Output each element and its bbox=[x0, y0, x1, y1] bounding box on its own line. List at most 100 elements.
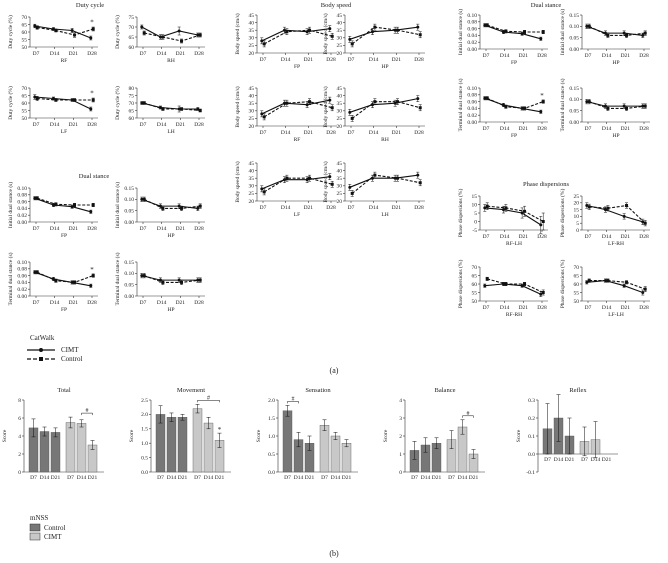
data-point-control bbox=[523, 209, 527, 213]
x-tick-label: D7 bbox=[483, 126, 490, 132]
x-tick-label: D14 bbox=[602, 53, 612, 59]
bar-control bbox=[282, 410, 293, 473]
x-axis-label: RF-RH bbox=[506, 312, 522, 318]
x-tick-label: D7 bbox=[260, 130, 267, 136]
series-line-cimt bbox=[34, 25, 92, 39]
catwalk-legend: CatWalk CIMT Control bbox=[27, 334, 82, 363]
x-axis-label: LF-LH bbox=[608, 312, 624, 318]
series-line-control bbox=[589, 280, 646, 290]
series-line-cimt bbox=[484, 24, 541, 40]
data-point-cimt bbox=[483, 23, 487, 27]
x-tick-label: D21 bbox=[304, 205, 314, 211]
series-line-cimt bbox=[261, 99, 330, 115]
y-axis-label: Duty cycle (%) bbox=[7, 15, 14, 49]
significance-star: * bbox=[540, 92, 544, 100]
series-line-cimt bbox=[349, 174, 418, 188]
data-point-control bbox=[180, 107, 184, 111]
y-tick-label: 20 bbox=[249, 124, 255, 130]
data-point-cimt bbox=[603, 31, 607, 35]
x-tick-label: D7 bbox=[33, 300, 40, 306]
x-axis-label: LF bbox=[61, 129, 67, 135]
x-tick-label: D14 bbox=[157, 300, 167, 306]
x-tick-label: D21 bbox=[176, 300, 186, 306]
section-title-body-speed: Body speed bbox=[321, 2, 352, 9]
y-tick-label: 20 bbox=[249, 199, 255, 205]
y-tick-label: 0.5 bbox=[268, 452, 275, 458]
y-tick-label: 0.10 bbox=[569, 97, 579, 103]
bar-cimt bbox=[319, 425, 330, 473]
data-point-cimt bbox=[348, 37, 352, 41]
data-point-control bbox=[262, 42, 266, 46]
x-tick-label: D21 bbox=[342, 475, 352, 481]
data-point-control bbox=[396, 28, 400, 32]
chart-title: Balance bbox=[435, 387, 456, 394]
x-tick-label: D21 bbox=[176, 122, 186, 128]
data-point-control bbox=[180, 280, 184, 284]
data-point-cimt bbox=[51, 203, 55, 207]
x-tick-label: D21 bbox=[621, 126, 631, 132]
y-tick-label: 0.00 bbox=[17, 294, 27, 300]
data-point-control bbox=[308, 176, 312, 180]
y-axis-label: Score bbox=[516, 429, 522, 442]
y-axis-label: Body speed (cm/s) bbox=[234, 161, 241, 202]
x-tick-label: D7 bbox=[140, 226, 147, 232]
x-axis-label: FP bbox=[61, 233, 67, 239]
x-axis-label: HP bbox=[612, 60, 619, 66]
data-point-cimt bbox=[140, 25, 144, 29]
y-tick-label: 5 bbox=[576, 221, 579, 227]
y-tick-label: 65 bbox=[129, 35, 135, 41]
data-point-control bbox=[504, 29, 508, 33]
y-tick-label: 0.06 bbox=[467, 26, 477, 32]
x-tick-label: D7 bbox=[33, 122, 40, 128]
y-tick-label: 0.04 bbox=[17, 280, 27, 286]
x-tick-label: D21 bbox=[621, 53, 631, 59]
data-point-control bbox=[198, 33, 202, 37]
x-tick-label: D21 bbox=[88, 475, 98, 481]
x-tick-label: D28 bbox=[414, 57, 424, 63]
y-axis-label: Initial dual stance (s) bbox=[114, 182, 121, 228]
data-point-cimt bbox=[585, 204, 589, 208]
x-tick-label: D7 bbox=[140, 122, 147, 128]
x-tick-label: D28 bbox=[87, 51, 97, 57]
data-point-cimt bbox=[158, 204, 162, 208]
bar-cimt bbox=[203, 422, 214, 473]
y-axis-label: Terminal dual stance (s) bbox=[457, 78, 464, 131]
series-line-cimt bbox=[34, 197, 91, 213]
y-tick-label: 0.06 bbox=[467, 99, 477, 105]
y-tick-label: 0.08 bbox=[467, 93, 477, 99]
x-tick-label: D28 bbox=[639, 234, 649, 240]
x-axis-label: RF bbox=[61, 58, 68, 64]
data-point-control bbox=[54, 98, 58, 102]
y-tick-label: 1.5 bbox=[268, 416, 275, 422]
x-axis-label: LH bbox=[381, 212, 388, 218]
x-tick-label: D21 bbox=[304, 130, 314, 136]
data-point-cimt bbox=[305, 178, 309, 182]
y-tick-label: 60 bbox=[22, 30, 28, 36]
data-point-control bbox=[285, 176, 289, 180]
data-point-control bbox=[643, 104, 647, 108]
y-tick-label: 0.10 bbox=[467, 13, 477, 19]
data-point-cimt bbox=[33, 196, 37, 200]
x-tick-label: D28 bbox=[326, 57, 336, 63]
y-tick-label: 0.0 bbox=[141, 470, 148, 476]
x-tick-label: D21 bbox=[69, 226, 79, 232]
y-tick-label: 25 bbox=[249, 43, 255, 49]
data-point-cimt bbox=[539, 292, 543, 296]
y-tick-label: 5 bbox=[474, 211, 477, 217]
y-tick-label: 30 bbox=[337, 109, 343, 115]
data-point-control bbox=[606, 106, 610, 110]
panel-a-label: (a) bbox=[330, 366, 339, 375]
x-tick-label: D21 bbox=[519, 305, 529, 311]
data-point-control bbox=[625, 33, 629, 37]
data-point-control bbox=[161, 35, 165, 39]
y-tick-label: 35 bbox=[249, 28, 255, 34]
y-tick-label: 0.05 bbox=[569, 35, 579, 41]
x-tick-label: D7 bbox=[33, 51, 40, 57]
y-tick-label: 60 bbox=[129, 116, 135, 122]
legend-control-marker bbox=[39, 357, 43, 361]
y-tick-label: 60 bbox=[574, 282, 580, 288]
legend-control-label: Control bbox=[61, 355, 82, 363]
